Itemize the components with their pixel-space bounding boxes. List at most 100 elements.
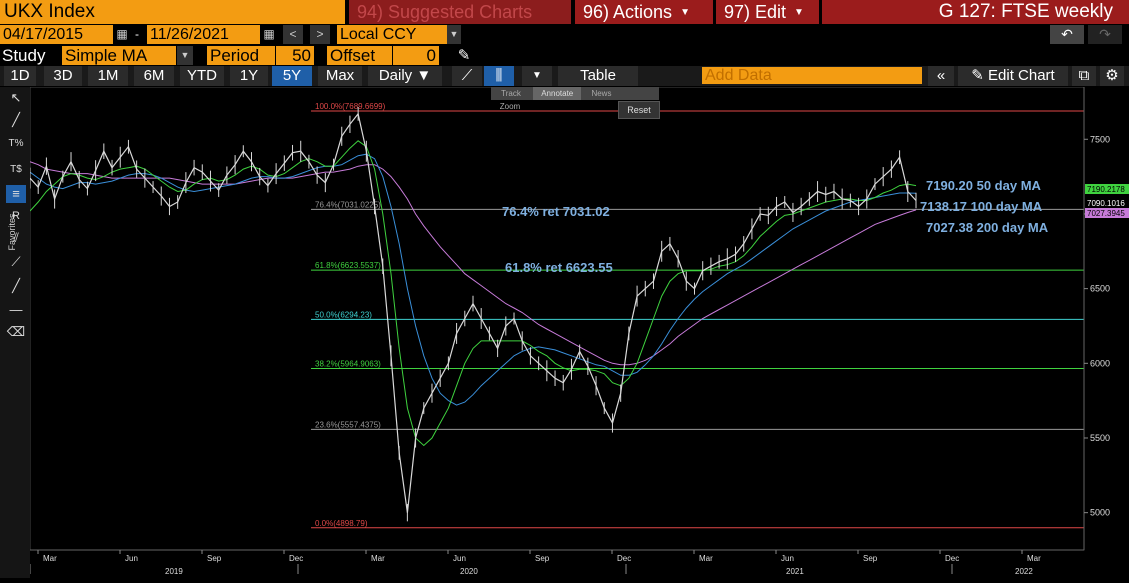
cursor-icon[interactable]: ↖	[10, 90, 22, 105]
x-tick-label: Mar	[371, 554, 385, 563]
trend-icon[interactable]: ⟋	[11, 254, 21, 269]
tab-period-1d[interactable]: 1D	[4, 66, 36, 86]
x-tick-label: Sep	[535, 554, 550, 563]
x-tick-label: Jun	[453, 554, 466, 563]
track-button[interactable]: Track	[501, 89, 521, 98]
series-line-100-day-ma	[29, 153, 917, 406]
last-value-label: 7027.3945	[1087, 209, 1125, 218]
fib-level-label: 38.2%(5964.9063)	[315, 360, 381, 369]
actions-menu[interactable]: 96) Actions ▼	[575, 0, 713, 24]
prev-arrow-icon[interactable]: <	[283, 25, 303, 44]
chevron-down-icon[interactable]: ▼	[522, 66, 552, 86]
line-chart-icon[interactable]: ⟋	[452, 66, 482, 86]
y-tick-label: 7500	[1090, 134, 1110, 144]
chart-annotation: 61.8% ret 6623.55	[505, 260, 613, 275]
frequency-select[interactable]: Daily ▼	[368, 66, 442, 86]
series-line-200-day-ma	[29, 161, 917, 366]
last-value-box	[1085, 184, 1129, 194]
chart-annotation: 7138.17 100 day MA	[920, 199, 1043, 214]
x-year-label: 2019	[165, 567, 183, 576]
ticker-field[interactable]: UKX Index	[0, 0, 345, 24]
x-tick-label: Mar	[43, 554, 57, 563]
calendar-icon[interactable]: ▦	[116, 27, 128, 41]
x-axis: Mar Jun Sep Dec Mar Jun Sep Dec Mar Jun Sep Dec Mar 2…	[29, 549, 1084, 576]
channel-icon[interactable]: ⫽	[13, 230, 19, 245]
fib-level-label: 23.6%(5557.4375)	[315, 420, 381, 429]
x-tick-label: Mar	[1027, 554, 1041, 563]
suggested-charts-button[interactable]: 94) Suggested Charts	[349, 0, 571, 24]
y-tick-label: 5000	[1090, 508, 1110, 518]
fibonacci-icon[interactable]: ≡	[6, 185, 26, 203]
last-value-box	[1085, 198, 1129, 208]
annotate-button[interactable]: Annotate	[533, 87, 582, 100]
reset-label: Reset	[627, 105, 651, 115]
add-data-input[interactable]: Add Data	[702, 67, 922, 84]
drawing-sidebar: ↖ ╱ T% T$ ≡ R ⫽ ⟋ ╱ — ⌫ Favorites	[0, 87, 30, 578]
period-toolbar: 1D 3D 1M 6M YTD 1Y 5Y Max Daily ▼ ⟋ ⫼ ▼ …	[0, 66, 1129, 86]
chevron-down-icon: ▼	[416, 67, 432, 84]
tab-period-1y[interactable]: 1Y	[230, 66, 268, 86]
redo-icon[interactable]: ↷	[1088, 25, 1122, 44]
chevron-down-icon[interactable]: ▼	[447, 25, 461, 44]
edit-chart-button[interactable]: ✎ Edit Chart	[958, 66, 1068, 86]
x-year-label: 2020	[460, 567, 478, 576]
last-value-label: 7090.1016	[1087, 199, 1125, 208]
date-range-bar: 04/17/2015 ▦ - 11/26/2021 ▦ < > Local CC…	[0, 25, 1129, 45]
y-axis: 500055006000650070007500	[1083, 87, 1110, 550]
price-chart[interactable]: 100.0%(7689.6699) 76.4%(7031.0225) 61.8%(6…	[29, 86, 1129, 578]
x-tick-label: Dec	[289, 554, 303, 563]
tab-period-max[interactable]: Max	[318, 66, 362, 86]
study-bar: Study Simple MA ▼ Period 50 Offset 0 ✎	[0, 46, 1129, 66]
percent-tool-icon[interactable]: T%	[8, 138, 24, 149]
pen-icon[interactable]: ✎	[457, 47, 471, 64]
line-tool-icon[interactable]: ╱	[12, 112, 20, 127]
favorites-label[interactable]: Favorites	[7, 213, 17, 251]
zoom-button[interactable]: Zoom	[499, 102, 521, 111]
x-tick-label: Sep	[207, 554, 222, 563]
range-dash: -	[135, 27, 139, 41]
chart-annotation: 7190.20 50 day MA	[926, 178, 1042, 193]
price-tool-icon[interactable]: T$	[10, 164, 22, 175]
chart-annotation: 76.4% ret 7031.02	[502, 204, 610, 219]
currency-select[interactable]: Local CCY	[337, 25, 447, 44]
undo-icon[interactable]: ↶	[1050, 25, 1084, 44]
offset-input[interactable]: 0	[393, 46, 439, 65]
bar-chart-icon[interactable]: ⫼	[484, 66, 514, 86]
news-button[interactable]: News	[591, 89, 612, 98]
period-input[interactable]: 50	[276, 46, 314, 65]
table-button[interactable]: Table	[558, 66, 638, 86]
tab-period-3d[interactable]: 3D	[44, 66, 82, 86]
last-value-label: 7190.2178	[1087, 185, 1125, 194]
end-date-input[interactable]: 11/26/2021	[147, 25, 260, 44]
chevron-down-icon[interactable]: ▼	[177, 46, 193, 65]
chart-series	[29, 107, 917, 522]
ray-icon[interactable]: ╱	[12, 278, 20, 293]
edit-label: 97) Edit	[724, 2, 787, 22]
next-arrow-icon[interactable]: >	[310, 25, 330, 44]
edit-menu[interactable]: 97) Edit ▼	[716, 0, 819, 24]
header-bar: UKX Index 94) Suggested Charts 96) Actio…	[0, 0, 1129, 24]
y-tick-label: 6000	[1090, 358, 1110, 368]
reset-button[interactable]: Reset	[618, 101, 660, 119]
tab-period-ytd[interactable]: YTD	[180, 66, 224, 86]
collapse-icon[interactable]: «	[928, 66, 954, 86]
horizontal-line-icon[interactable]: —	[9, 302, 23, 317]
study-label: Study	[2, 46, 46, 65]
tab-period-6m[interactable]: 6M	[134, 66, 174, 86]
calendar-icon[interactable]: ▦	[263, 27, 275, 41]
plot-area	[29, 86, 1085, 551]
chart-settings-icon[interactable]: ⧉	[1072, 66, 1096, 86]
chart-canvas[interactable]: 100.0%(7689.6699) 76.4%(7031.0225) 61.8%(6…	[29, 86, 1129, 578]
x-year-label: 2021	[786, 567, 804, 576]
fibonacci-levels: 100.0%(7689.6699) 76.4%(7031.0225) 61.8%(6…	[29, 86, 1085, 551]
tab-period-1m[interactable]: 1M	[88, 66, 128, 86]
eraser-icon[interactable]: ⌫	[6, 324, 26, 339]
study-type-select[interactable]: Simple MA	[62, 46, 176, 65]
start-date-input[interactable]: 04/17/2015	[0, 25, 113, 44]
tab-period-5y[interactable]: 5Y	[272, 66, 312, 86]
gear-icon[interactable]: ⚙	[1100, 66, 1124, 86]
fib-level-label: 76.4%(7031.0225)	[315, 200, 381, 209]
retracement-icon[interactable]: R	[12, 210, 20, 222]
chart-annotations: 76.4% ret 7031.02 61.8% ret 6623.55 7190.2…	[502, 178, 1049, 275]
